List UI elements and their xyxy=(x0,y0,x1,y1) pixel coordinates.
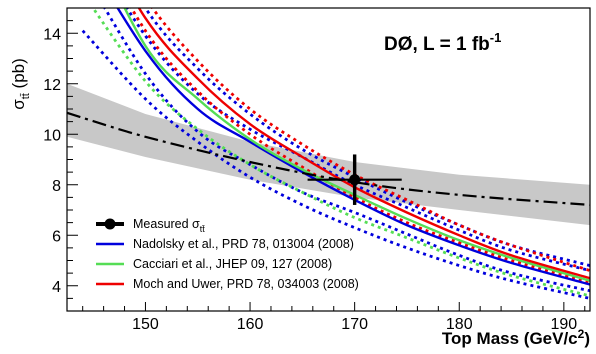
y-axis-title-unit: (pb) xyxy=(9,58,28,93)
y-axis-title: σtt̄ (pb) xyxy=(9,58,32,110)
legend: Measured σtt̄ Nadolsky et al., PRD 78, 0… xyxy=(96,217,359,291)
y-tick-label: 8 xyxy=(52,178,61,195)
curve-moch-upper xyxy=(150,8,590,272)
fit-line xyxy=(67,111,590,206)
legend-label-measured-main: Measured σ xyxy=(133,217,200,231)
experiment-label: DØ, L = 1 fb-1 xyxy=(384,30,501,55)
y-tick-label: 10 xyxy=(43,127,61,144)
x-tick-label: 180 xyxy=(446,316,473,333)
fit-uncertainty-band xyxy=(67,83,590,226)
legend-label-measured-subscript: tt̄ xyxy=(200,224,206,234)
measured-point xyxy=(349,174,361,186)
y-tick-label: 6 xyxy=(52,228,61,245)
y-tick-label: 12 xyxy=(43,77,61,94)
x-tick-label: 190 xyxy=(550,316,577,333)
x-tick-label: 150 xyxy=(132,316,159,333)
curve-nadolsky-wide-lower xyxy=(81,29,590,300)
x-axis-title-main: Top Mass (GeV/c xyxy=(442,329,578,348)
axis-tick-labels: 150 160 170 180 190 4 6 8 10 12 14 xyxy=(43,26,577,333)
y-tick-label: 14 xyxy=(43,26,61,43)
y-axis-title-main: σ xyxy=(9,99,28,110)
x-tick-label: 160 xyxy=(237,316,264,333)
x-axis-title-close: ) xyxy=(584,329,590,348)
x-tick-label: 170 xyxy=(341,316,368,333)
experiment-label-main: DØ, L = 1 fb xyxy=(384,34,490,55)
x-axis-title: Top Mass (GeV/c2) xyxy=(442,327,590,348)
experiment-label-superscript: -1 xyxy=(490,30,502,45)
plot-area xyxy=(67,8,590,300)
legend-marker-measured xyxy=(104,218,116,230)
y-axis-title-subscript: tt̄ xyxy=(20,93,32,99)
curve-cacciari-lower xyxy=(91,8,590,298)
legend-label-moch: Moch and Uwer, PRD 78, 034003 (2008) xyxy=(133,277,359,291)
curve-nadolsky-central xyxy=(116,8,590,286)
curve-moch-central xyxy=(137,8,590,280)
legend-label-nadolsky: Nadolsky et al., PRD 78, 013004 (2008) xyxy=(133,237,354,251)
x-axis-title-superscript: 2 xyxy=(578,327,585,341)
y-tick-label: 4 xyxy=(52,279,61,296)
curve-nadolsky-wide-upper xyxy=(143,8,590,267)
axis-ticks xyxy=(67,7,586,312)
legend-label-measured: Measured σtt̄ xyxy=(133,217,205,234)
legend-label-cacciari: Cacciari et al., JHEP 09, 127 (2008) xyxy=(133,257,332,271)
